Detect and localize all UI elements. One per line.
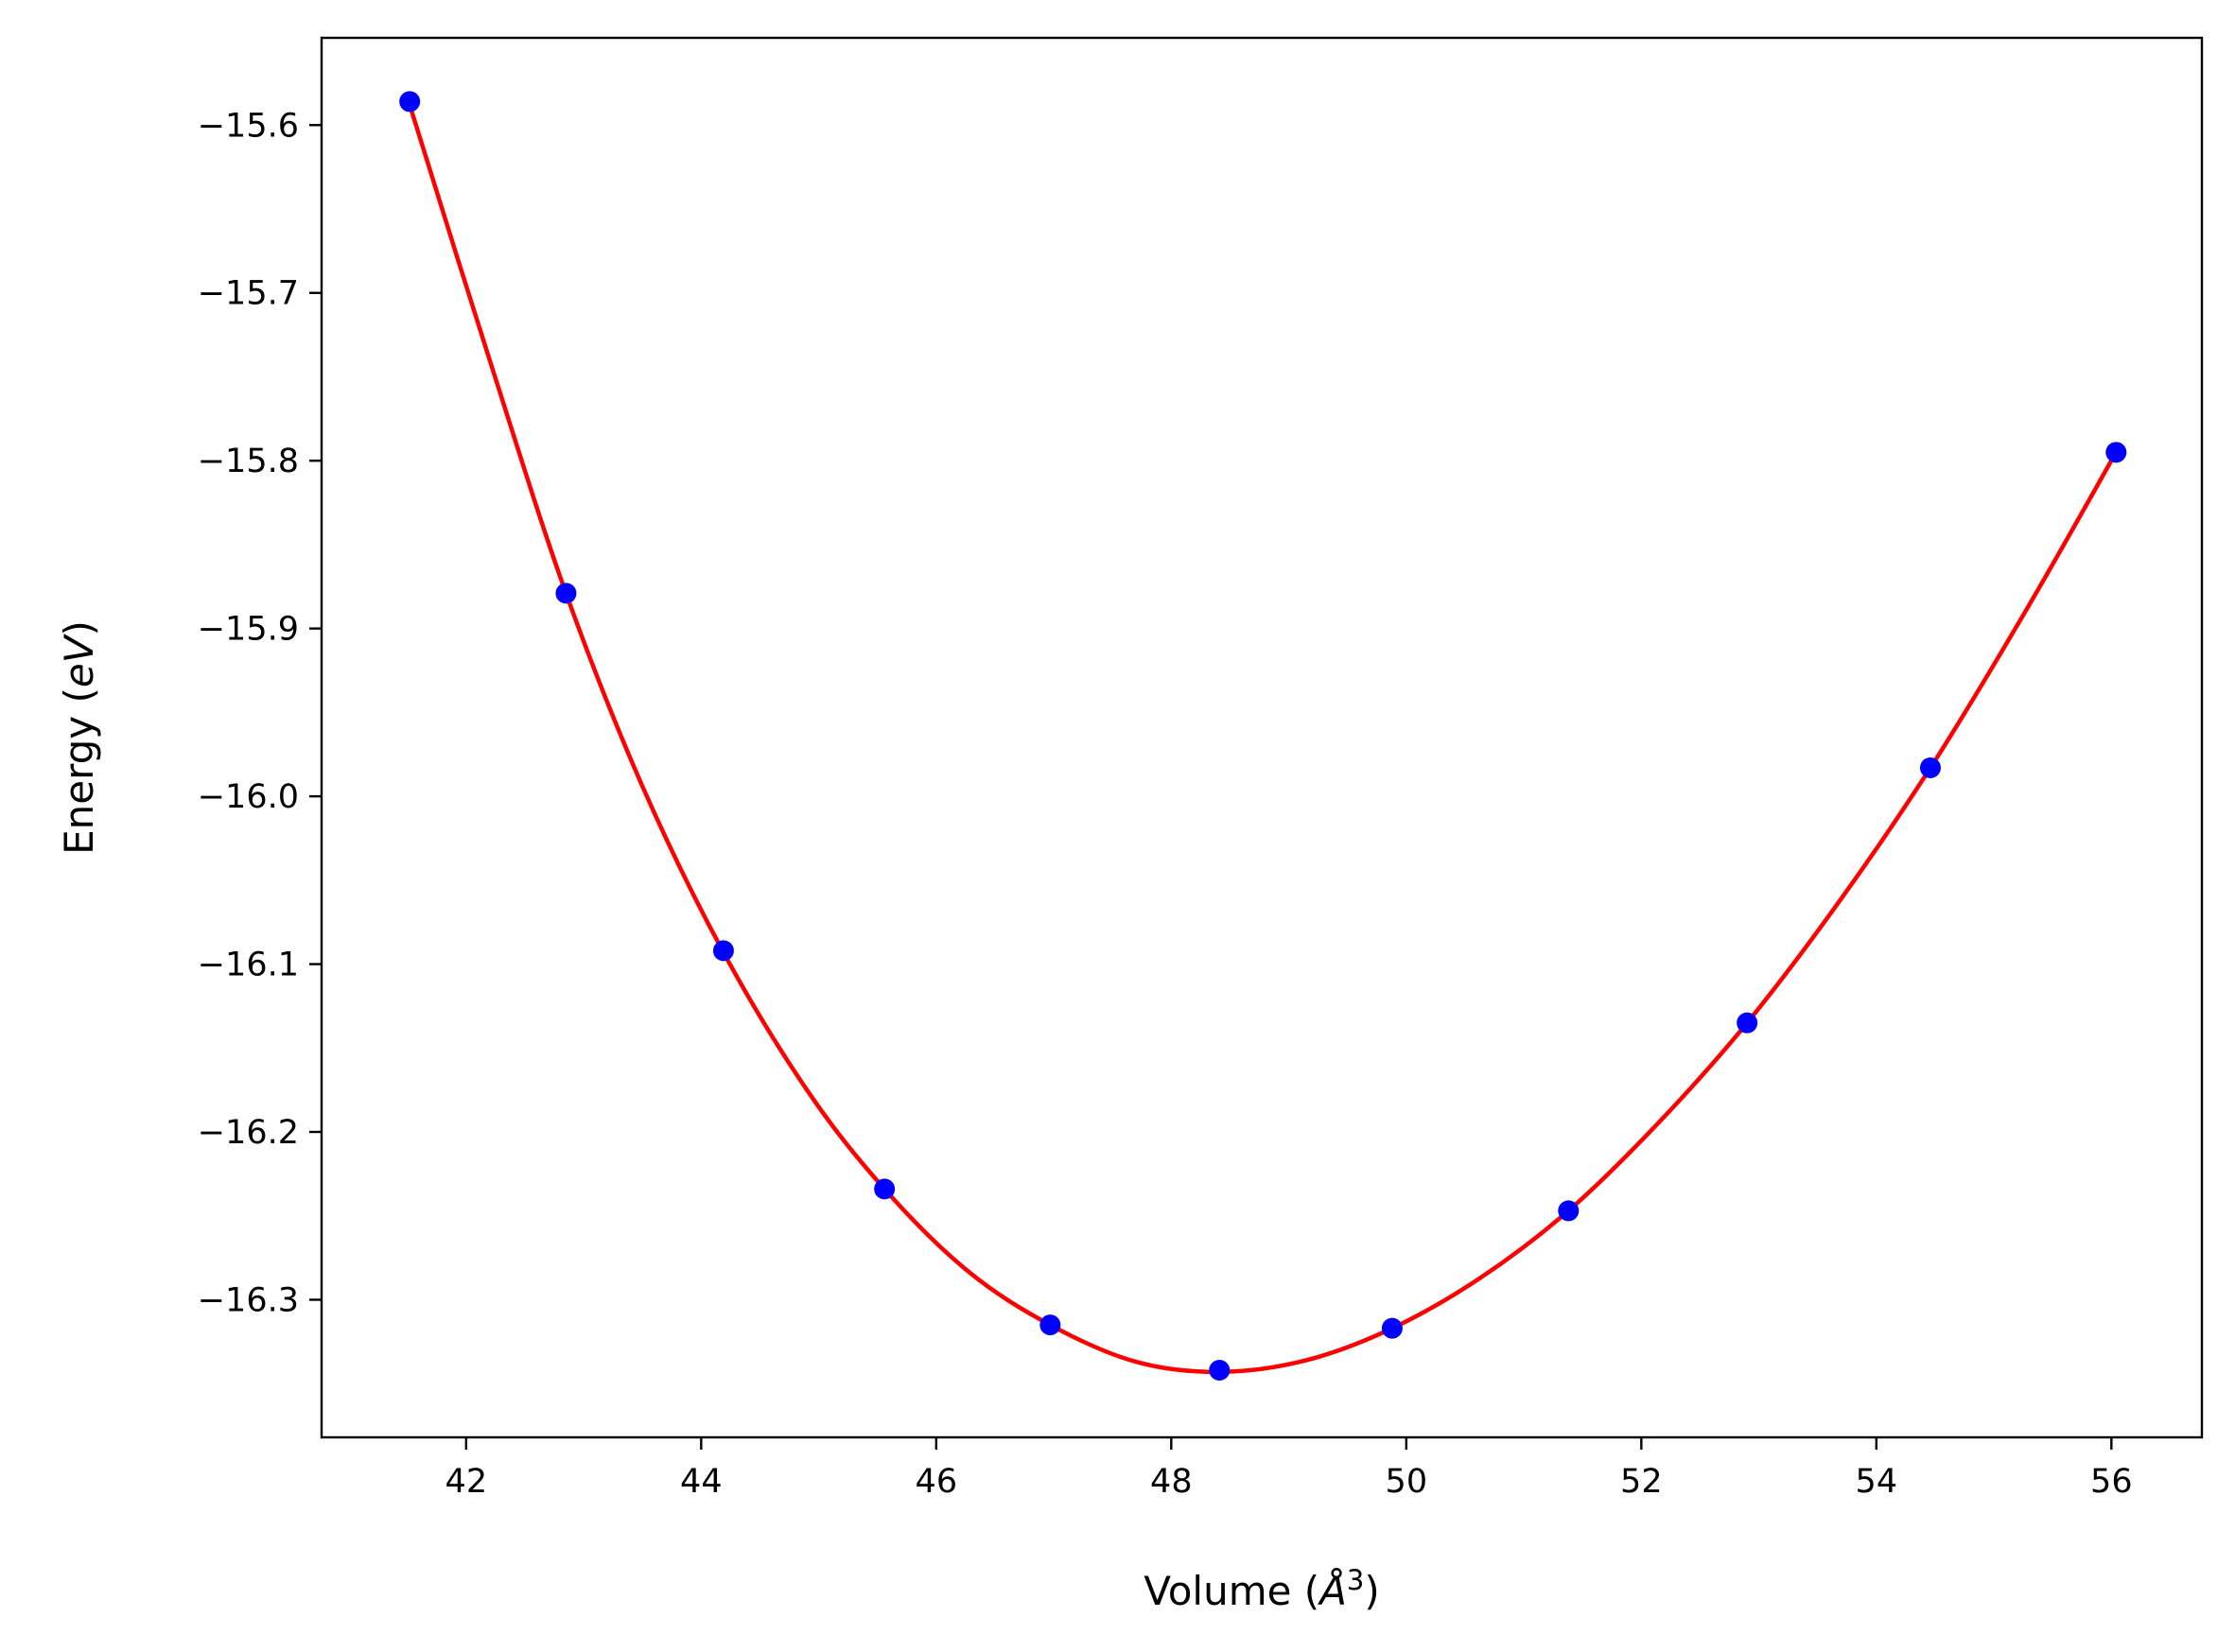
- x-tick-label: 48: [1150, 1463, 1193, 1501]
- x-tick-label: 50: [1386, 1463, 1428, 1501]
- x-axis-label-text: Volume (: [1144, 1568, 1319, 1614]
- y-axis-label-unit: eV: [56, 633, 102, 687]
- x-tick-label: 42: [445, 1463, 488, 1501]
- fit-curve-line: [408, 104, 2119, 1375]
- y-tick-label: −16.2: [198, 1114, 299, 1152]
- data-point: [1039, 1314, 1061, 1336]
- y-tick-label: −15.7: [198, 275, 299, 313]
- y-tick-label: −15.9: [198, 611, 299, 649]
- x-axis-label-unit: Å: [1317, 1567, 1347, 1614]
- y-tick-label: −15.8: [198, 443, 299, 480]
- y-axis-label: Energy (eV): [56, 620, 102, 855]
- y-axis-label-text: Energy (: [56, 687, 102, 855]
- data-point: [555, 583, 577, 604]
- x-axis-label: Volume (Å3): [1144, 1564, 1380, 1614]
- plot-area: [399, 91, 2127, 1382]
- x-tick-label: 52: [1620, 1463, 1663, 1501]
- y-tick-label: −16.3: [198, 1281, 299, 1319]
- data-point: [399, 91, 421, 113]
- data-point: [2105, 442, 2127, 463]
- data-point: [874, 1178, 896, 1200]
- data-point: [1558, 1200, 1580, 1222]
- x-tick-label: 44: [680, 1463, 723, 1501]
- data-point: [1381, 1317, 1403, 1339]
- y-tick-label: −15.6: [198, 107, 299, 145]
- x-axis-label-sup: 3: [1347, 1564, 1364, 1596]
- y-tick-label: −16.0: [198, 778, 299, 816]
- x-axis-label-close: ): [1364, 1568, 1379, 1614]
- data-point: [1737, 1012, 1758, 1034]
- y-tick-label: −16.1: [198, 947, 299, 984]
- axis-ticks: 42 44 46 48 50 52 54 56 −16.3 −16.2 −16.1 −16.0 −15.…: [198, 107, 2133, 1501]
- x-tick-label: 56: [2090, 1463, 2133, 1501]
- plot-frame: [320, 36, 2204, 1439]
- y-axis-label-close: ): [56, 620, 102, 635]
- x-tick-label: 46: [916, 1463, 958, 1501]
- data-point: [1209, 1360, 1231, 1382]
- data-point: [1919, 756, 1941, 778]
- x-tick-label: 54: [1856, 1463, 1898, 1501]
- data-point: [712, 940, 734, 962]
